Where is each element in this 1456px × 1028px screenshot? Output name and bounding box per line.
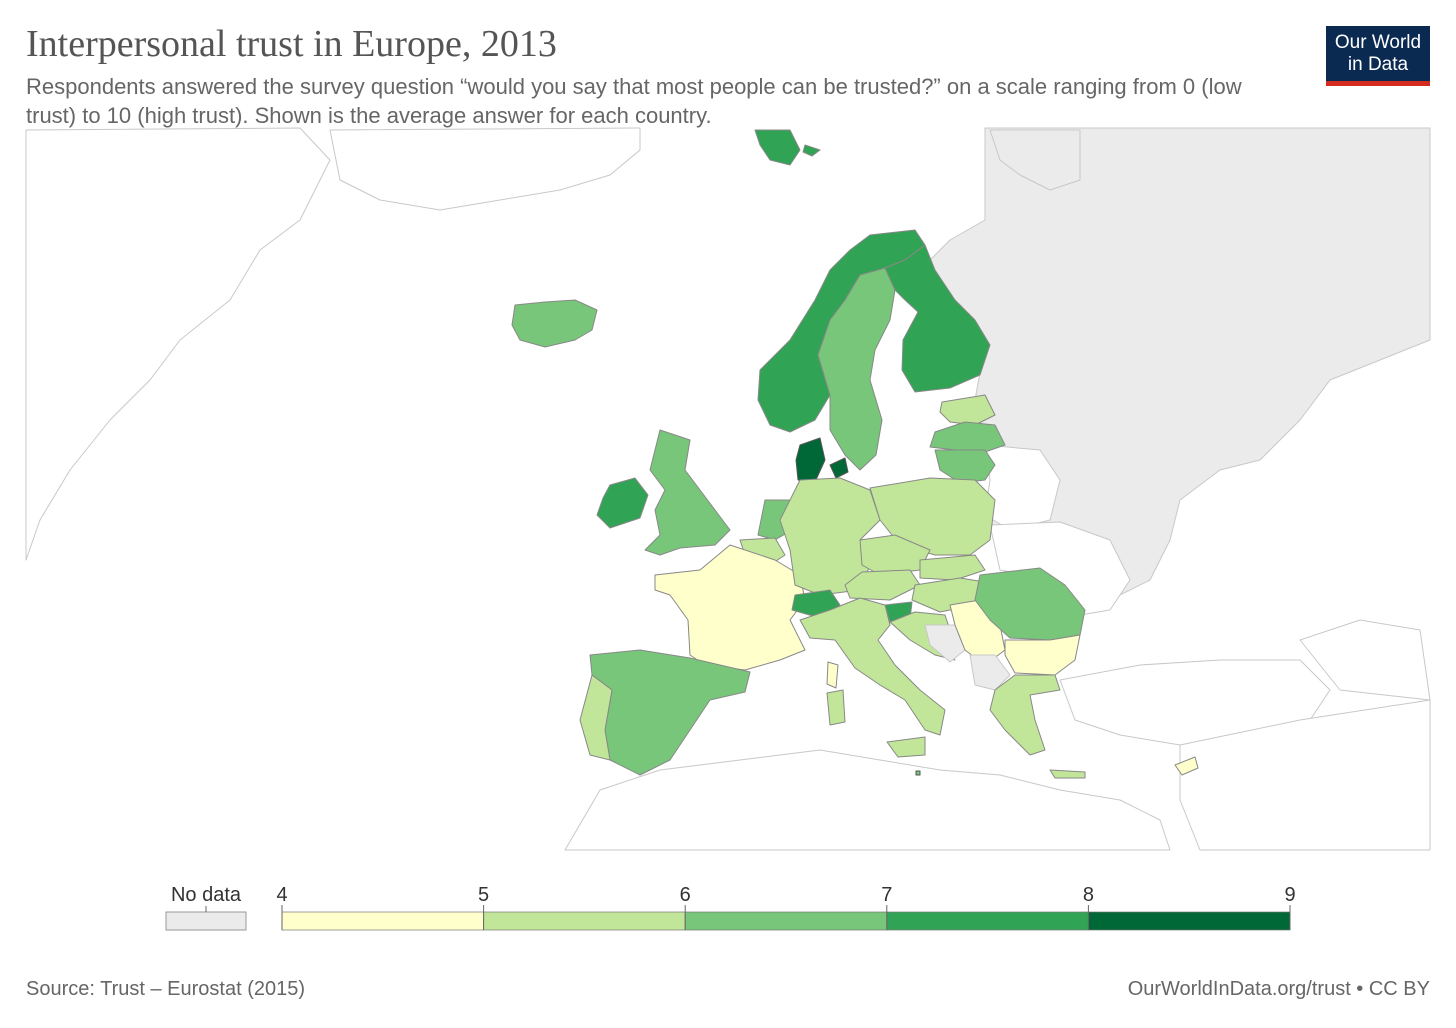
source-note: Source: Trust – Eurostat (2015) bbox=[26, 978, 306, 1000]
country-greece-crete[interactable] bbox=[1049, 769, 1086, 779]
legend-tick-label-4: 8 bbox=[1083, 884, 1094, 906]
country-italy[interactable] bbox=[799, 597, 946, 736]
legend-no-data-label: No data bbox=[171, 884, 242, 906]
country-france[interactable] bbox=[654, 544, 806, 671]
region-north-africa[interactable] bbox=[564, 749, 1171, 851]
owid-logo[interactable]: Our World in Data bbox=[1326, 26, 1430, 86]
legend-tick-label-2: 6 bbox=[680, 884, 691, 906]
country-italy-sardinia[interactable] bbox=[826, 689, 846, 726]
legend-bin-1[interactable] bbox=[483, 911, 686, 931]
country-slovakia[interactable] bbox=[919, 554, 986, 581]
country-cyprus[interactable] bbox=[1174, 756, 1199, 776]
country-poland[interactable] bbox=[869, 477, 996, 556]
country-denmark-zealand[interactable] bbox=[829, 457, 849, 479]
legend-bin-2[interactable] bbox=[684, 911, 888, 931]
country-greece[interactable] bbox=[989, 674, 1061, 756]
chart-title: Interpersonal trust in Europe, 2013 bbox=[26, 23, 557, 65]
country-portugal[interactable] bbox=[579, 674, 613, 761]
country-finland[interactable] bbox=[884, 244, 991, 393]
legend-bin-0[interactable] bbox=[281, 911, 484, 931]
country-iceland[interactable] bbox=[511, 299, 598, 348]
region-caucasus[interactable] bbox=[1299, 619, 1431, 701]
region-arctic-islands[interactable] bbox=[329, 127, 641, 211]
chart-subtitle: Respondents answered the survey question… bbox=[26, 74, 1242, 128]
europe-map bbox=[25, 127, 1431, 851]
legend-bin-3[interactable] bbox=[886, 911, 1089, 931]
country-kosovo-macedonia[interactable] bbox=[969, 654, 1011, 691]
legend-tick-label-5: 9 bbox=[1284, 884, 1295, 906]
country-united-kingdom[interactable] bbox=[644, 429, 731, 556]
country-malta[interactable] bbox=[915, 770, 921, 776]
country-lithuania[interactable] bbox=[934, 449, 996, 484]
country-italy-sicily[interactable] bbox=[886, 736, 926, 758]
country-ireland[interactable] bbox=[596, 477, 649, 529]
legend-no-data-swatch[interactable] bbox=[165, 911, 247, 931]
country-sweden[interactable] bbox=[817, 267, 896, 471]
country-bosnia[interactable] bbox=[924, 624, 966, 663]
legend-tick-label-3: 7 bbox=[881, 884, 892, 906]
country-svalbard-east[interactable] bbox=[802, 144, 821, 157]
country-austria[interactable] bbox=[844, 569, 921, 601]
region-middle-east[interactable] bbox=[1179, 699, 1431, 851]
legend-bin-4[interactable] bbox=[1088, 911, 1291, 931]
color-legend: No data 4 5 6 7 8 9 bbox=[165, 884, 1296, 931]
logo-line-1: Our World bbox=[1334, 32, 1422, 53]
country-bulgaria[interactable] bbox=[1004, 634, 1081, 676]
legend-tick-label-1: 5 bbox=[478, 884, 489, 906]
country-svalbard[interactable] bbox=[754, 129, 801, 166]
legend-tick-label-0: 4 bbox=[276, 884, 287, 906]
region-kola-arctic[interactable] bbox=[989, 129, 1081, 191]
logo-line-2: in Data bbox=[1347, 54, 1409, 75]
country-latvia[interactable] bbox=[929, 421, 1006, 453]
region-greenland[interactable] bbox=[25, 127, 331, 561]
credit-link[interactable]: OurWorldInData.org/trust • CC BY bbox=[1127, 978, 1430, 1000]
country-france-corsica[interactable] bbox=[826, 661, 839, 689]
